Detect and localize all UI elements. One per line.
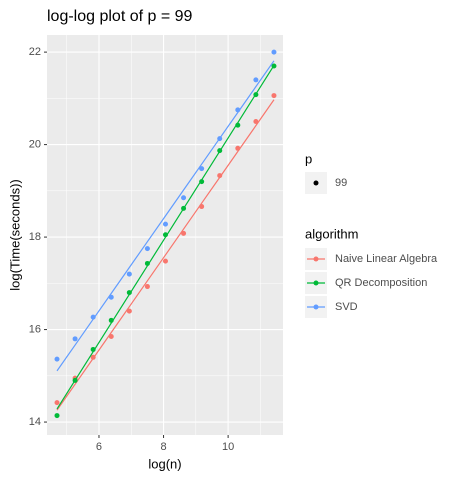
legend-symbol [313,280,319,286]
legend-symbol [313,180,319,186]
point [181,205,187,211]
legend-label: SVD [335,301,358,313]
point [126,308,132,314]
point [199,179,205,185]
point [162,232,168,238]
y-tick-label: 16 [29,323,41,335]
point [54,413,60,419]
point [253,77,259,83]
point [126,271,132,277]
legend-symbol [313,304,319,310]
point [235,122,241,128]
point [72,336,78,342]
point [181,195,187,201]
point [108,294,114,300]
point [162,221,168,227]
legend-title: algorithm [305,226,358,241]
point [181,230,187,236]
point [54,400,60,406]
point [271,93,277,99]
x-tick-label: 6 [96,441,102,453]
point [235,145,241,151]
point [271,63,277,69]
legend-label: QR Decomposition [335,277,427,289]
y-tick-label: 20 [29,139,41,151]
y-tick-label: 18 [29,231,41,243]
y-tick-label: 14 [29,416,41,428]
legend-label: 99 [335,177,347,189]
point [253,118,259,124]
point [217,173,223,179]
point [162,258,168,264]
point [271,49,277,55]
x-tick-label: 10 [222,441,234,453]
point [199,166,205,172]
point [144,246,150,252]
point [235,107,241,113]
point [90,346,96,352]
point [144,284,150,290]
legend-title: p [305,151,312,166]
point [108,317,114,323]
legend-symbol [313,256,319,262]
y-tick-label: 22 [29,46,41,58]
x-axis-label: log(n) [148,456,181,471]
point [199,204,205,210]
point [217,148,223,154]
x-tick-label: 8 [160,441,166,453]
point [90,354,96,360]
y-axis-label: log(Time(seconds)) [7,179,22,291]
legend-label: Naive Linear Algebra [335,253,438,265]
point [126,290,132,296]
point [54,356,60,362]
point [72,377,78,383]
point [217,136,223,142]
point [144,260,150,266]
chart-title: log-log plot of p = 99 [47,8,193,25]
point [90,314,96,320]
point [253,92,259,98]
point [108,334,114,340]
